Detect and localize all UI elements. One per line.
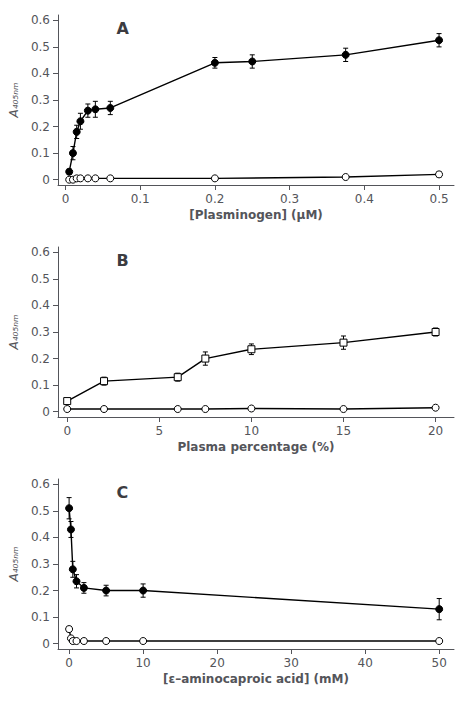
svg-text:0.3: 0.3 xyxy=(31,93,50,107)
svg-text:0.2: 0.2 xyxy=(205,192,224,206)
svg-text:20: 20 xyxy=(428,424,443,438)
svg-text:Plasma percentage (%): Plasma percentage (%) xyxy=(177,440,334,454)
svg-text:0.1: 0.1 xyxy=(131,192,150,206)
svg-text:0.6: 0.6 xyxy=(31,245,50,259)
svg-text:A: A xyxy=(116,19,129,38)
svg-text:0: 0 xyxy=(65,656,73,670)
svg-text:50: 50 xyxy=(432,656,447,670)
svg-text:0.5: 0.5 xyxy=(31,40,50,54)
svg-text:0: 0 xyxy=(42,405,50,419)
svg-text:0: 0 xyxy=(42,173,50,187)
svg-text:[ε–aminocaproic acid] (mM): [ε–aminocaproic acid] (mM) xyxy=(163,672,349,686)
svg-text:B: B xyxy=(116,251,128,270)
svg-text:A₄₀₅ₙₘ: A₄₀₅ₙₘ xyxy=(7,83,21,119)
svg-text:0.6: 0.6 xyxy=(31,13,50,27)
svg-text:[Plasminogen] (μM): [Plasminogen] (μM) xyxy=(189,208,323,222)
svg-text:0.2: 0.2 xyxy=(31,120,50,134)
svg-text:0.4: 0.4 xyxy=(355,192,374,206)
svg-text:0.4: 0.4 xyxy=(31,66,50,80)
svg-text:0: 0 xyxy=(62,192,70,206)
svg-text:20: 20 xyxy=(209,656,224,670)
svg-text:0.3: 0.3 xyxy=(31,325,50,339)
svg-text:C: C xyxy=(116,483,128,502)
svg-text:10: 10 xyxy=(244,424,259,438)
svg-text:0: 0 xyxy=(42,637,50,651)
svg-text:0.2: 0.2 xyxy=(31,584,50,598)
svg-text:0.1: 0.1 xyxy=(31,378,50,392)
svg-text:0.3: 0.3 xyxy=(31,557,50,571)
svg-text:0.3: 0.3 xyxy=(280,192,299,206)
svg-text:10: 10 xyxy=(135,656,150,670)
svg-text:30: 30 xyxy=(284,656,299,670)
svg-text:0.1: 0.1 xyxy=(31,610,50,624)
svg-text:0.2: 0.2 xyxy=(31,352,50,366)
svg-text:A₄₀₅ₙₘ: A₄₀₅ₙₘ xyxy=(7,315,21,351)
svg-text:A₄₀₅ₙₘ: A₄₀₅ₙₘ xyxy=(7,547,21,583)
svg-text:0.5: 0.5 xyxy=(430,192,449,206)
svg-text:15: 15 xyxy=(336,424,351,438)
svg-text:5: 5 xyxy=(155,424,163,438)
svg-text:0.5: 0.5 xyxy=(31,504,50,518)
svg-text:0.4: 0.4 xyxy=(31,298,50,312)
svg-text:0.1: 0.1 xyxy=(31,146,50,160)
svg-text:0.5: 0.5 xyxy=(31,272,50,286)
svg-text:0.6: 0.6 xyxy=(31,477,50,491)
svg-text:40: 40 xyxy=(358,656,373,670)
svg-text:0: 0 xyxy=(63,424,71,438)
svg-text:0.4: 0.4 xyxy=(31,530,50,544)
